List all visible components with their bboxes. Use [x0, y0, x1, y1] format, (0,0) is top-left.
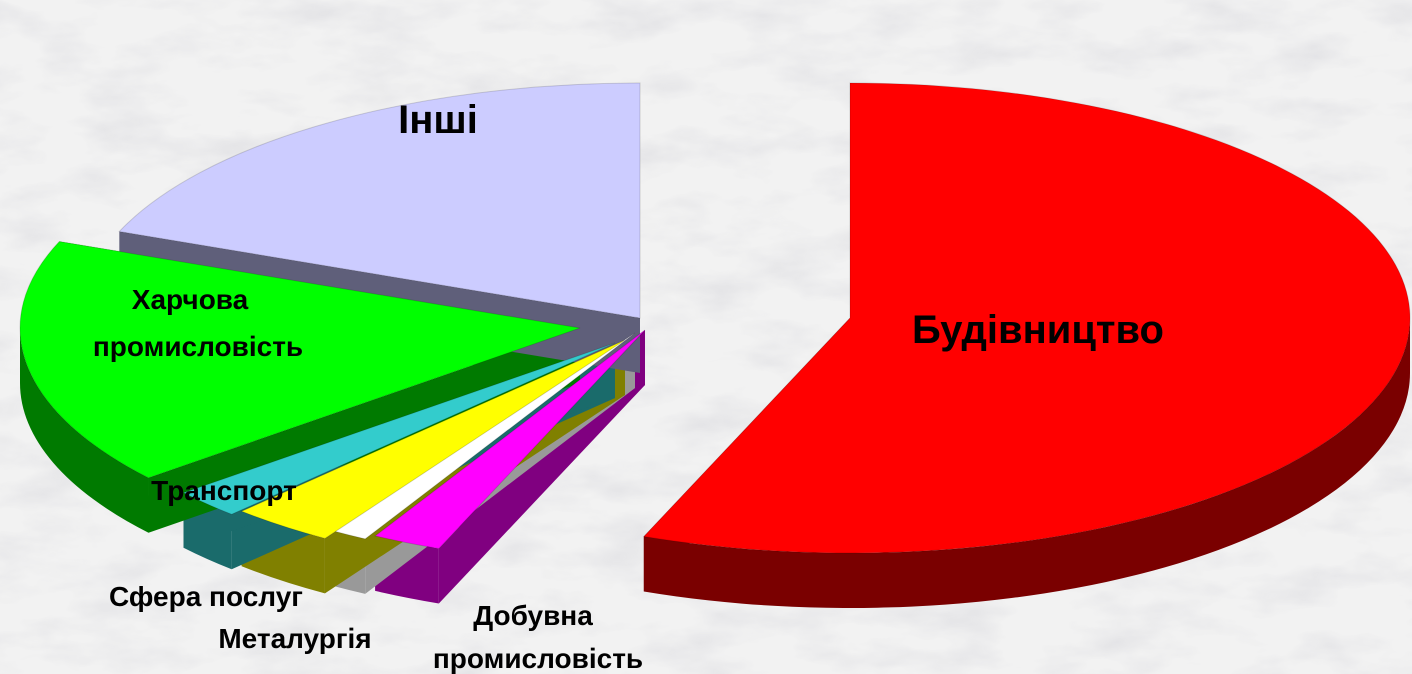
- slice-6-top: [19, 240, 581, 479]
- label-kharchova-line1: Харчова: [132, 284, 249, 315]
- slice-1-top: [642, 82, 1411, 554]
- slice-6-rim-1: [20, 328, 149, 533]
- label-dobuvna-line1: Добувна: [473, 600, 593, 631]
- slice-tops: [19, 82, 1411, 554]
- slice-1-rim-1: [643, 318, 1410, 608]
- label-metalurhiia: Металургія: [218, 623, 371, 654]
- slice-7-top: [118, 82, 641, 319]
- label-kharchova-line2: промисловість: [93, 331, 303, 362]
- pie-slices: [19, 82, 1411, 608]
- label-dobuvna-line2: промисловість: [433, 643, 643, 674]
- label-budivnytstvo: Будівництво: [912, 308, 1164, 352]
- slice-2-top: [374, 329, 646, 550]
- slice-5-top: [182, 342, 616, 515]
- label-inshi: Інші: [398, 98, 478, 142]
- pie-labels: Будівництво Інші Харчова промисловість Т…: [93, 98, 1164, 674]
- slice-4-top: [240, 339, 626, 539]
- label-transport: Транспорт: [151, 475, 297, 506]
- label-sfera-posluh: Сфера послуг: [109, 581, 303, 612]
